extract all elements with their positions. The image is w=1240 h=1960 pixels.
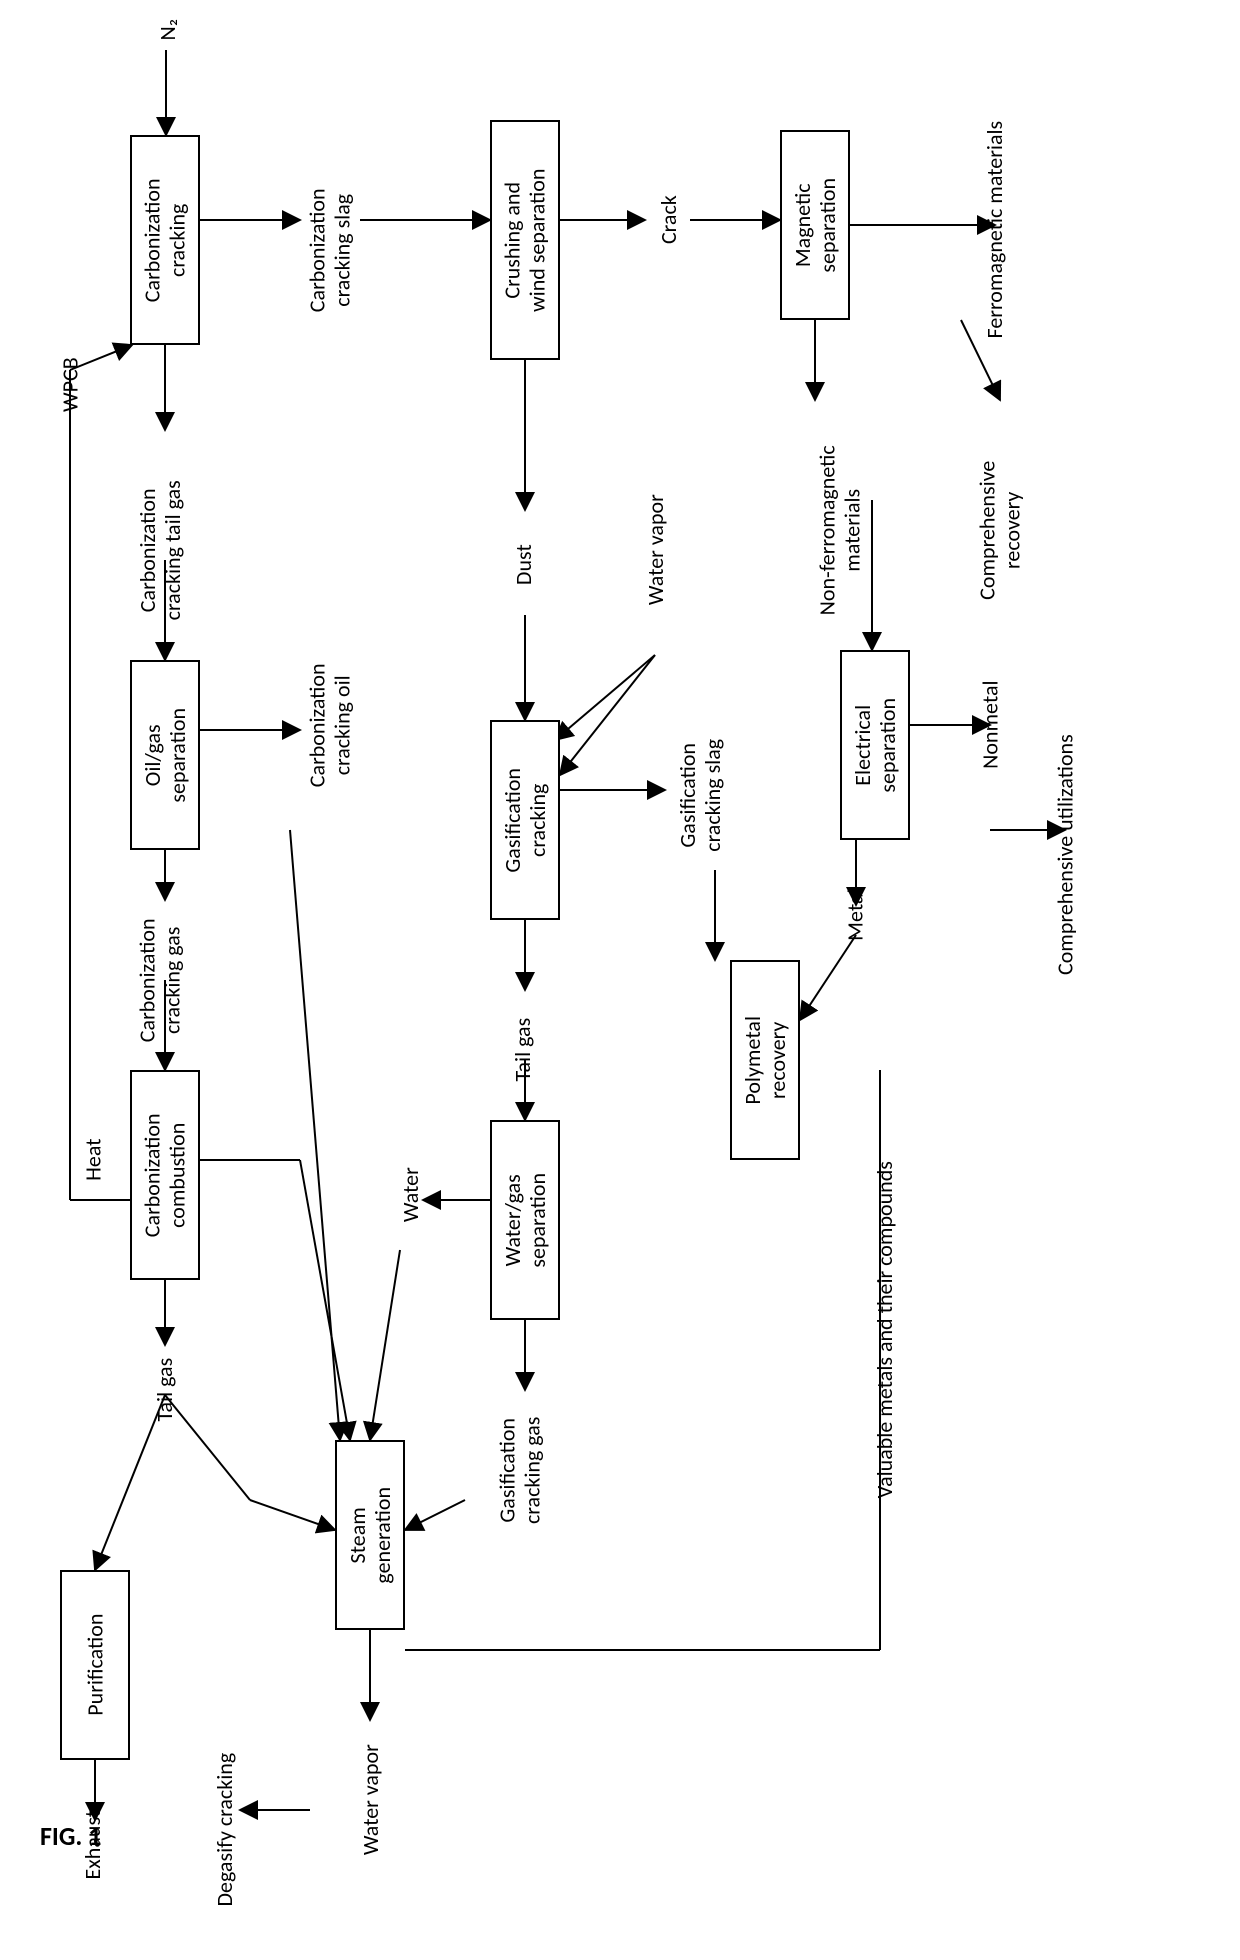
label-text: Tail gas	[510, 1018, 535, 1082]
label-text: Metal	[842, 889, 867, 941]
node-label: Crushing and wind separation	[500, 168, 551, 311]
process-node-gasification_cracking: Gasification cracking	[490, 720, 560, 920]
flow-label-metal: Metal	[840, 860, 870, 970]
label-text: Water vapor	[357, 1745, 382, 1856]
flow-label-water_vapor_in: Water vapor	[640, 450, 670, 650]
process-node-polymetal_recovery: Polymetal recovery	[730, 960, 800, 1160]
flow-label-tail_gas_carbon: Tail gas	[150, 1320, 180, 1460]
flow-label-water_vapor_out: Water vapor	[355, 1700, 385, 1900]
flow-label-tail_gas_gasif: Tail gas	[508, 980, 538, 1120]
flow-label-exhaust: Exhaust	[78, 1780, 108, 1910]
label-text: Carbonization cracking tail gas	[135, 480, 186, 620]
node-label: Electrical separation	[850, 698, 901, 793]
flow-label-gasification_cracking_slag: Gasification cracking slag	[670, 680, 730, 910]
node-label: Oil/gas separation	[140, 708, 191, 803]
label-text: Nonmetal	[977, 681, 1002, 769]
label-text: WPCB	[57, 358, 82, 413]
label-text: Non-ferromagnetic materials	[815, 445, 866, 615]
flow-label-wpcb: WPCB	[55, 330, 85, 440]
process-node-steam_generation: Steam generation	[335, 1440, 405, 1630]
process-node-electrical_separation: Electrical separation	[840, 650, 910, 840]
label-text: Crack	[655, 196, 680, 245]
node-label: Carbonization combustion	[140, 1113, 191, 1237]
label-text: Carbonization cracking gas	[135, 918, 186, 1042]
label-text: Heat	[80, 1139, 105, 1181]
process-node-oil_gas_separation: Oil/gas separation	[130, 660, 200, 850]
label-text: Carbonization cracking oil	[305, 663, 356, 787]
process-node-carbonization_cracking: Carbonization cracking	[130, 135, 200, 345]
process-node-crushing_wind_separation: Crushing and wind separation	[490, 120, 560, 360]
node-label: Gasification cracking	[500, 768, 551, 873]
label-text: Ferromagnetic materials	[982, 121, 1007, 339]
node-label: Water/gas separation	[500, 1173, 551, 1268]
node-label: Steam generation	[345, 1487, 396, 1584]
flow-label-dust: Dust	[508, 520, 538, 610]
flow-label-ferromagnetic_materials: Ferromagnetic materials	[980, 30, 1010, 430]
flow-label-valuable_metals: Valuable metals and their compounds	[870, 1020, 900, 1640]
flow-label-crack: Crack	[648, 170, 688, 270]
label-text: Gasification cracking gas	[495, 1416, 546, 1523]
label-text: N₂	[155, 19, 180, 41]
flow-label-carbonization_cracking_oil: Carbonization cracking oil	[300, 610, 360, 840]
process-node-water_gas_separation: Water/gas separation	[490, 1120, 560, 1320]
label-text: Tail gas	[152, 1358, 177, 1422]
node-label: Magnetic separation	[790, 178, 841, 273]
flow-label-carbonization_cracking_slag: Carbonization cracking slag	[300, 140, 360, 360]
flow-label-nonmetal: Nonmetal	[975, 640, 1005, 810]
node-label: Purification	[82, 1614, 107, 1716]
label-text: Comprehensive utilizations	[1052, 735, 1077, 976]
flow-edge	[250, 1500, 335, 1530]
flow-label-carbonization_cracking_gas: Carbonization cracking gas	[130, 870, 190, 1090]
flow-label-comprehensive_recovery: Comprehensive recovery	[970, 400, 1030, 660]
label-text: Dust	[510, 545, 535, 586]
label-text: Water vapor	[642, 495, 667, 606]
flow-edge	[370, 1250, 400, 1440]
flow-label-heat: Heat	[78, 1115, 108, 1205]
flow-label-non_ferromagnetic: Non-ferromagnetic materials	[810, 400, 870, 660]
flow-label-carbonization_tail_gas: Carbonization cracking tail gas	[130, 420, 190, 680]
flow-edge	[300, 1160, 350, 1440]
flow-edge	[555, 655, 655, 740]
label-text: Water	[397, 1168, 422, 1223]
label-text: Degasify cracking	[212, 1753, 237, 1907]
flow-label-degasify_cracking: Degasify cracking	[210, 1700, 240, 1960]
process-node-carbonization_combustion: Carbonization combustion	[130, 1070, 200, 1280]
label-text: Comprehensive recovery	[975, 460, 1026, 599]
process-node-magnetic_separation: Magnetic separation	[780, 130, 850, 320]
flow-label-gasification_cracking_gas: Gasification cracking gas	[490, 1370, 550, 1570]
flow-label-water_out: Water	[395, 1140, 425, 1250]
label-text: Valuable metals and their compounds	[872, 1161, 897, 1498]
flow-label-comprehensive_utilizations: Comprehensive utilizations	[1050, 640, 1080, 1070]
flow-edge	[560, 655, 655, 775]
label-text: Gasification cracking slag	[675, 739, 726, 852]
flow-edge	[405, 1500, 465, 1530]
flow-edge	[290, 830, 340, 1440]
node-label: Carbonization cracking	[140, 178, 191, 302]
label-text: Exhaust	[80, 1810, 105, 1880]
process-node-purification: Purification	[60, 1570, 130, 1760]
label-text: Carbonization cracking slag	[305, 188, 356, 312]
flow-label-n2: N₂	[148, 10, 188, 50]
node-label: Polymetal recovery	[740, 1016, 791, 1105]
